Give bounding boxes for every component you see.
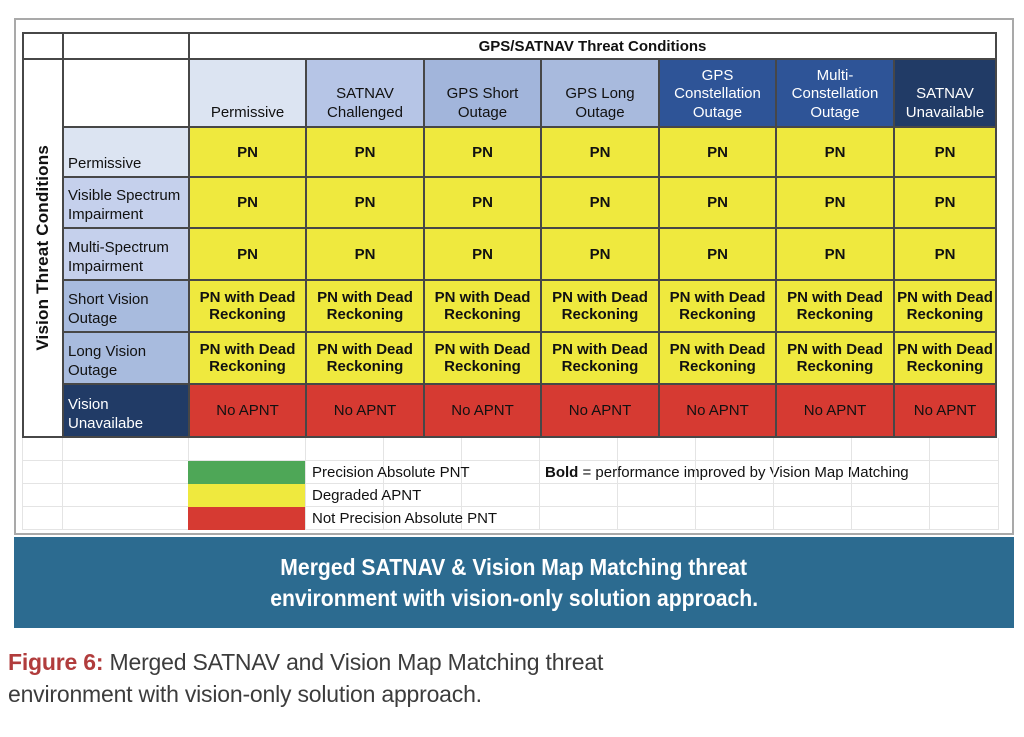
matrix-cell: PN	[188, 126, 307, 178]
row-axis-label: Vision Threat Conditions	[33, 145, 52, 351]
matrix-cell: PN	[658, 126, 777, 178]
matrix-cell: PN with Dead Reckoning	[540, 279, 660, 333]
matrix-cell: No APNT	[893, 383, 997, 438]
matrix-cell: PN	[775, 126, 895, 178]
matrix-cell: PN	[423, 227, 542, 281]
row-header-short-vision-outage: Short Vision Outage	[62, 279, 190, 333]
table-title: GPS/SATNAV Threat Conditions	[188, 32, 997, 60]
corner-cell-left	[22, 32, 64, 60]
matrix-cell: PN with Dead Reckoning	[893, 331, 997, 385]
figure-caption: Figure 6: Merged SATNAV and Vision Map M…	[8, 646, 668, 710]
matrix-cell: PN with Dead Reckoning	[775, 331, 895, 385]
matrix-cell: No APNT	[188, 383, 307, 438]
matrix-cell: PN	[540, 176, 660, 229]
matrix-cell: No APNT	[658, 383, 777, 438]
column-header-gps-long-outage: GPS Long Outage	[540, 58, 660, 128]
row-header-multi-spectrum-impairment: Multi-Spectrum Impairment	[62, 227, 190, 281]
header-blank-cell	[62, 58, 190, 128]
figure-caption-text: Merged SATNAV and Vision Map Matching th…	[8, 649, 604, 707]
matrix-cell: PN	[775, 176, 895, 229]
row-header-long-vision-outage: Long Vision Outage	[62, 331, 190, 385]
matrix-cell: PN with Dead Reckoning	[893, 279, 997, 333]
matrix-cell: PN	[423, 126, 542, 178]
matrix-cell: PN with Dead Reckoning	[775, 279, 895, 333]
matrix-cell: PN	[775, 227, 895, 281]
row-axis-cell: Vision Threat Conditions	[22, 58, 64, 438]
matrix-cell: PN	[893, 126, 997, 178]
matrix-cell: PN	[188, 176, 307, 229]
matrix-cell: PN with Dead Reckoning	[305, 331, 425, 385]
legend-swatch-1	[188, 484, 305, 507]
legend-label-1: Degraded APNT	[312, 487, 422, 504]
grid-line	[773, 438, 774, 530]
column-header-permissive: Permissive	[188, 58, 307, 128]
banner-line-2: environment with vision-only solution ap…	[270, 584, 758, 611]
grid-line	[617, 438, 618, 530]
legend-swatch-0	[188, 461, 305, 484]
grid-line	[383, 438, 384, 530]
figure-caption-label: Figure 6:	[8, 649, 104, 675]
grid-line	[62, 438, 63, 530]
figure-panel: GPS/SATNAV Threat Conditions Vision Threa…	[14, 18, 1014, 535]
matrix-cell: PN	[658, 176, 777, 229]
matrix-cell: PN with Dead Reckoning	[188, 331, 307, 385]
matrix-cell: No APNT	[423, 383, 542, 438]
row-header-permissive: Permissive	[62, 126, 190, 178]
bold-note-keyword: Bold	[545, 464, 579, 481]
grid-line	[539, 438, 540, 530]
matrix-cell: PN	[423, 176, 542, 229]
matrix-cell: No APNT	[775, 383, 895, 438]
row-header-visible-spectrum-impairment: Visible Spectrum Impairment	[62, 176, 190, 229]
matrix-cell: PN	[188, 227, 307, 281]
matrix-cell: PN	[893, 227, 997, 281]
matrix-cell: PN	[540, 126, 660, 178]
legend-grid: Bold = performance improved by Vision Ma…	[22, 438, 999, 534]
matrix-cell: PN with Dead Reckoning	[188, 279, 307, 333]
matrix-cell: PN with Dead Reckoning	[540, 331, 660, 385]
matrix-cell: No APNT	[540, 383, 660, 438]
matrix-cell: PN	[893, 176, 997, 229]
bold-note: Bold = performance improved by Vision Ma…	[545, 461, 909, 484]
grid-line	[461, 438, 462, 530]
banner: Merged SATNAV & Vision Map Matching thre…	[14, 537, 1014, 628]
matrix-cell: PN	[658, 227, 777, 281]
grid-line	[695, 438, 696, 530]
grid-line	[22, 438, 23, 530]
matrix-cell: PN with Dead Reckoning	[305, 279, 425, 333]
grid-line	[305, 438, 306, 530]
legend-label-0: Precision Absolute PNT	[312, 464, 470, 481]
grid-line	[929, 438, 930, 530]
matrix-cell: No APNT	[305, 383, 425, 438]
column-header-gps-short-outage: GPS Short Outage	[423, 58, 542, 128]
legend-swatch-2	[188, 507, 305, 530]
column-header-gps-constellation-outage: GPS Constellation Outage	[658, 58, 777, 128]
matrix-cell: PN with Dead Reckoning	[423, 331, 542, 385]
matrix-cell: PN with Dead Reckoning	[423, 279, 542, 333]
banner-line-1: Merged SATNAV & Vision Map Matching thre…	[280, 553, 748, 580]
matrix-cell: PN with Dead Reckoning	[658, 279, 777, 333]
threat-matrix-table: GPS/SATNAV Threat Conditions Vision Threa…	[22, 32, 997, 438]
corner-cell-label-col	[62, 32, 190, 60]
grid-line	[998, 438, 999, 530]
row-header-vision-unavailabe: Vision Unavailabe	[62, 383, 190, 438]
grid-line	[851, 438, 852, 530]
matrix-cell: PN	[305, 227, 425, 281]
column-header-satnav-challenged: SATNAV Challenged	[305, 58, 425, 128]
column-header-satnav-unavailable: SATNAV Unavailable	[893, 58, 997, 128]
bold-note-text: = performance improved by Vision Map Mat…	[578, 464, 909, 481]
column-header-multi-constellation-outage: Multi-Constellation Outage	[775, 58, 895, 128]
matrix-cell: PN	[540, 227, 660, 281]
matrix-cell: PN with Dead Reckoning	[658, 331, 777, 385]
legend-label-2: Not Precision Absolute PNT	[312, 510, 498, 527]
matrix-cell: PN	[305, 176, 425, 229]
matrix-cell: PN	[305, 126, 425, 178]
